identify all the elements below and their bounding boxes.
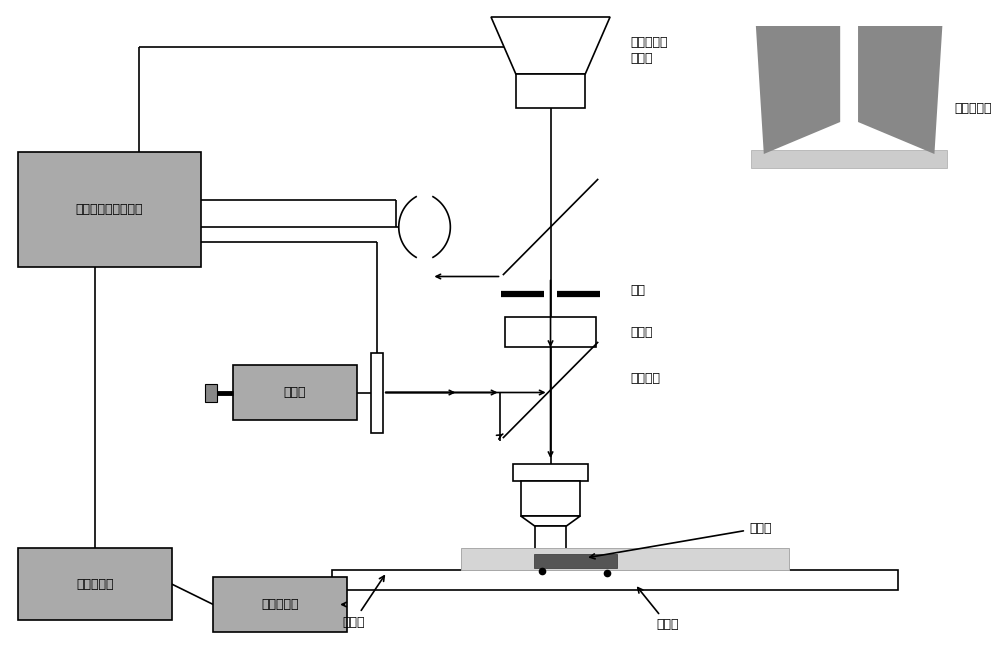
Polygon shape	[491, 17, 610, 74]
Polygon shape	[756, 26, 840, 154]
Bar	[534, 554, 617, 568]
Polygon shape	[521, 516, 580, 526]
Text: 反式侧: 反式侧	[590, 522, 771, 559]
Bar	[213, 577, 347, 632]
Text: 固态纳米孔: 固态纳米孔	[954, 102, 992, 115]
Bar	[535, 526, 566, 554]
Text: 激发源: 激发源	[284, 386, 306, 399]
Text: 多功能数据采集系统: 多功能数据采集系统	[76, 203, 143, 216]
Text: 滤光片: 滤光片	[630, 325, 652, 338]
Text: 前端放大器: 前端放大器	[261, 598, 299, 611]
Bar	[505, 317, 596, 347]
Bar	[516, 74, 585, 108]
Bar	[233, 365, 357, 420]
Bar	[371, 353, 383, 432]
Text: 光电倍增管
检测器: 光电倍增管 检测器	[630, 37, 667, 65]
Bar	[751, 150, 947, 168]
Bar	[205, 383, 217, 402]
Text: 銀电极: 銀电极	[342, 576, 384, 629]
Bar	[18, 548, 172, 620]
Text: 小孔: 小孔	[630, 284, 645, 297]
Bar	[18, 152, 201, 267]
Text: 膜片锓系统: 膜片锓系统	[76, 578, 113, 591]
Bar	[332, 570, 898, 590]
Bar	[521, 481, 580, 516]
Polygon shape	[399, 197, 450, 258]
Text: 顺式侧: 顺式侧	[638, 587, 679, 632]
Polygon shape	[858, 26, 942, 154]
Bar	[513, 464, 588, 481]
Text: 二向色镜: 二向色镜	[630, 372, 660, 385]
Bar	[461, 548, 789, 570]
